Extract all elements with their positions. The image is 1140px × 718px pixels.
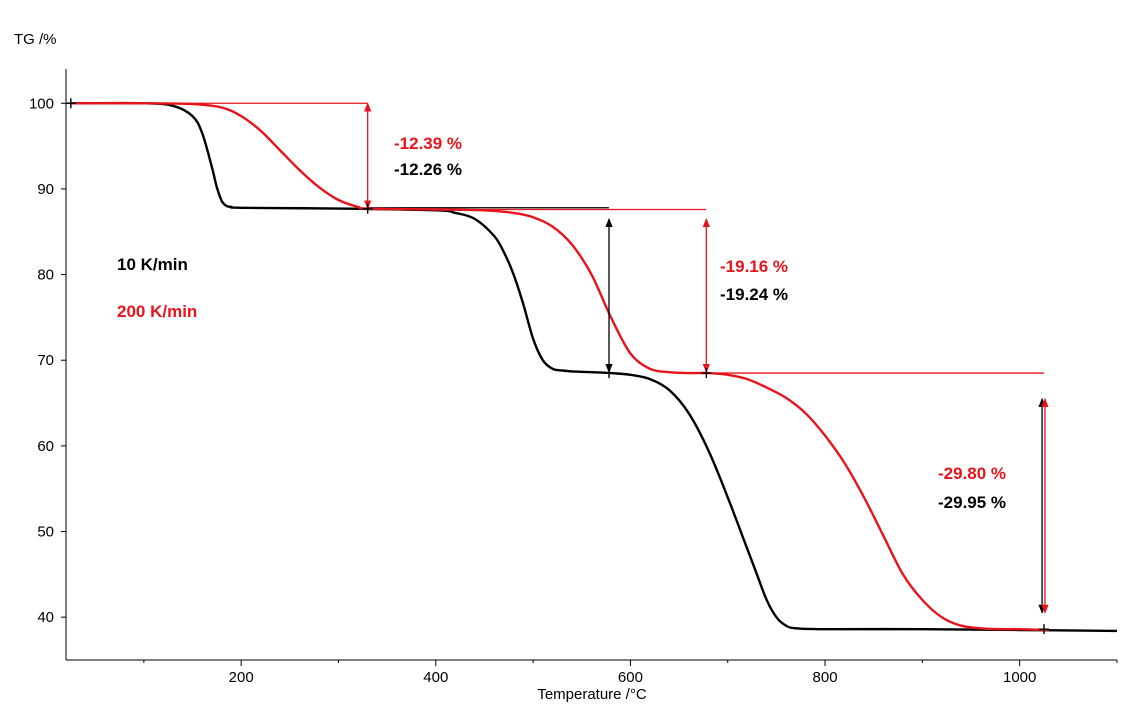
- x-tick-label: 1000: [1003, 669, 1036, 686]
- step-marker: [1039, 624, 1050, 635]
- x-tick-label: 600: [618, 669, 643, 686]
- step1-label-fast: -12.39 %: [394, 134, 462, 153]
- step-marker: [701, 368, 712, 379]
- step-marker: [604, 368, 615, 379]
- series-line-10kmin: [70, 101, 1118, 633]
- step-marker: [65, 98, 76, 109]
- y-ticks: 40 50 60 70 80 90 100: [29, 95, 66, 626]
- step2-label-slow: -19.24 %: [720, 285, 788, 304]
- x-axis-title: Temperature /°C: [537, 686, 647, 703]
- x-tick-label: 800: [813, 669, 838, 686]
- y-tick-label: 80: [37, 267, 54, 284]
- x-tick-label: 400: [423, 669, 448, 686]
- step3-label-fast: -29.80 %: [938, 464, 1006, 483]
- x-ticks: 200 400 600 800 1000: [143, 660, 1118, 686]
- y-tick-label: 50: [37, 524, 54, 541]
- y-tick-label: 90: [37, 181, 54, 198]
- step2-label-fast: -19.16 %: [720, 257, 788, 276]
- step-marker: [362, 203, 373, 214]
- y-tick-label: 60: [37, 438, 54, 455]
- series-line-200kmin: [70, 102, 1049, 632]
- legend-10kmin: 10 K/min: [117, 255, 188, 274]
- step-markers: [65, 98, 1050, 635]
- step3-label-slow: -29.95 %: [938, 493, 1006, 512]
- y-tick-label: 70: [37, 352, 54, 369]
- step-arrows: [364, 102, 1049, 614]
- x-tick-label: 200: [229, 669, 254, 686]
- y-tick-label: 40: [37, 609, 54, 626]
- y-tick-label: 100: [29, 95, 54, 112]
- y-axis-title: TG /%: [14, 31, 57, 48]
- step1-label-slow: -12.26 %: [394, 160, 462, 179]
- step-baselines: [143, 102, 1045, 374]
- tg-curves: [70, 101, 1118, 633]
- legend-200kmin: 200 K/min: [117, 302, 197, 321]
